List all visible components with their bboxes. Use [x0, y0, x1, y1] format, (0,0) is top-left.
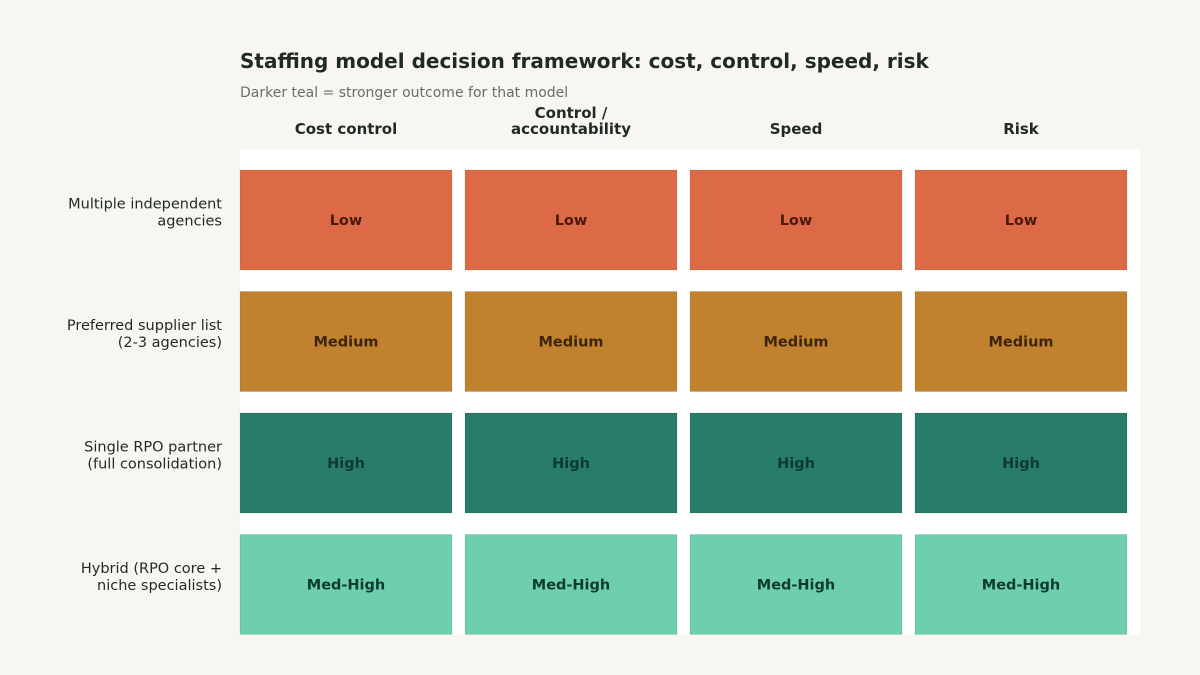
cell-label: Med-High: [532, 578, 610, 594]
heatmap-cell: [689, 534, 903, 635]
cell-label: Medium: [763, 335, 828, 351]
row-header: Single RPO partner (full consolidation): [84, 440, 222, 473]
cell-label: Low: [330, 213, 363, 229]
heatmap-cell: [464, 169, 678, 271]
heatmap-cell: [239, 291, 453, 392]
cell-label: Low: [1005, 213, 1038, 229]
cell-label: High: [777, 456, 815, 472]
cell-label: High: [327, 456, 365, 472]
cell-label: High: [1002, 456, 1040, 472]
cell-label: Med-High: [757, 578, 835, 594]
row-header: Multiple independent agencies: [68, 197, 222, 230]
cell-label: Med-High: [307, 578, 385, 594]
row-header: Preferred supplier list (2-3 agencies): [67, 318, 222, 351]
row-header: Hybrid (RPO core + niche specialists): [81, 561, 222, 594]
heatmap-cell: [464, 291, 678, 392]
heatmap-cell: [689, 291, 903, 392]
column-header: Cost control: [295, 120, 398, 138]
chart-subtitle: Darker teal = stronger outcome for that …: [240, 85, 569, 101]
heatmap-cell: [239, 412, 453, 514]
cell-label: Medium: [313, 335, 378, 351]
chart-title: Staffing model decision framework: cost,…: [240, 49, 929, 73]
cell-label: High: [552, 456, 590, 472]
cell-label: Medium: [988, 335, 1053, 351]
heatmap-cell: [914, 169, 1128, 271]
heatmap-cell: [914, 291, 1128, 392]
column-header: Control / accountability: [511, 104, 631, 138]
cell-label: Low: [780, 213, 813, 229]
column-header: Risk: [1003, 120, 1040, 138]
heatmap-cell: [239, 169, 453, 271]
heatmap-cell: [914, 412, 1128, 514]
cell-label: Med-High: [982, 578, 1060, 594]
heatmap-cell: [689, 412, 903, 514]
heatmap-cell: [914, 534, 1128, 635]
heatmap-cell: [689, 169, 903, 271]
cell-label: Medium: [538, 335, 603, 351]
heatmap-cell: [464, 412, 678, 514]
heatmap-cell: [464, 534, 678, 635]
cell-label: Low: [555, 213, 588, 229]
column-header: Speed: [770, 120, 823, 138]
heatmap-cell: [239, 534, 453, 635]
